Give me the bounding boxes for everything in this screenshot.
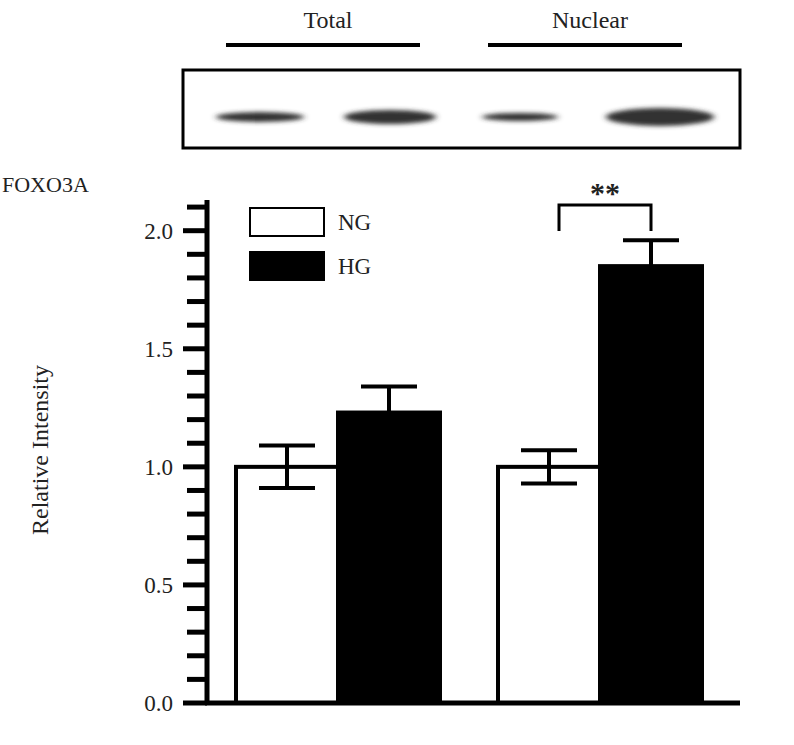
blot-frame xyxy=(183,70,740,148)
blot-band xyxy=(482,113,558,121)
y-axis-label: Relative Intensity xyxy=(27,365,53,535)
blot-band xyxy=(216,112,304,122)
blot-label: FOXO3A xyxy=(2,172,89,197)
y-tick xyxy=(183,582,207,587)
y-tick xyxy=(183,228,207,233)
bars xyxy=(236,240,702,703)
y-tick-label: 1.5 xyxy=(144,337,173,362)
chart-container: Total Nuclear FOXO3A Relative Intensity 0.0 0… xyxy=(0,0,794,745)
error-bar xyxy=(521,450,577,483)
legend-label: HG xyxy=(338,254,371,279)
y-tick-label: 1.0 xyxy=(144,455,173,480)
y-minor-tick xyxy=(187,299,207,304)
y-minor-tick xyxy=(187,630,207,635)
error-bar xyxy=(623,240,679,292)
y-minor-tick xyxy=(187,512,207,517)
y-tick xyxy=(183,464,207,469)
chart: Total Nuclear FOXO3A Relative Intensity 0.0 0… xyxy=(0,0,794,745)
category-label: Nuclear xyxy=(552,7,628,33)
y-minor-tick xyxy=(187,606,207,611)
legend-swatch xyxy=(250,252,324,280)
y-minor-tick xyxy=(187,417,207,422)
y-minor-tick xyxy=(187,559,207,564)
y-minor-tick xyxy=(187,441,207,446)
y-minor-tick xyxy=(187,205,207,210)
y-minor-tick xyxy=(187,252,207,257)
bar xyxy=(600,266,702,703)
blot-band xyxy=(344,110,436,124)
error-bar xyxy=(259,446,315,489)
y-minor-tick xyxy=(187,323,207,328)
y-tick-label: 2.0 xyxy=(144,219,173,244)
y-minor-tick xyxy=(187,275,207,280)
significance-label: ** xyxy=(590,176,620,209)
y-tick-label: 0.0 xyxy=(144,691,173,716)
y-minor-tick xyxy=(187,370,207,375)
y-minor-tick xyxy=(187,653,207,658)
legend-swatch xyxy=(250,208,324,236)
y-minor-tick xyxy=(187,535,207,540)
error-bar xyxy=(361,387,417,439)
category-label: Total xyxy=(304,7,353,33)
bar xyxy=(236,467,338,703)
blot-band xyxy=(606,108,714,126)
bar xyxy=(338,413,440,703)
y-tick xyxy=(183,346,207,351)
category-line xyxy=(226,43,420,47)
x-axis-line xyxy=(205,701,740,706)
y-minor-tick xyxy=(187,677,207,682)
bar xyxy=(498,467,600,703)
y-minor-tick xyxy=(187,488,207,493)
legend-label: NG xyxy=(338,210,371,235)
category-line xyxy=(488,43,682,47)
y-minor-tick xyxy=(187,394,207,399)
y-tick-label: 0.5 xyxy=(144,573,173,598)
y-tick xyxy=(183,701,207,706)
